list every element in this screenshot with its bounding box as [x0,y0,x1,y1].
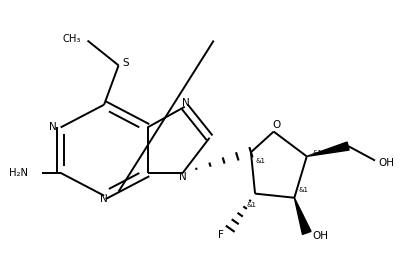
Polygon shape [294,198,311,234]
Text: &1: &1 [247,202,257,208]
Text: N: N [179,172,187,182]
Text: OH: OH [378,157,395,168]
Text: N: N [100,194,108,204]
Text: N: N [182,98,190,108]
Text: CH₃: CH₃ [63,33,81,44]
Text: F: F [218,230,224,240]
Text: N: N [49,122,57,132]
Text: &1: &1 [298,187,308,193]
Text: H₂N: H₂N [10,168,28,178]
Text: &1: &1 [312,150,322,156]
Text: S: S [122,58,129,68]
Polygon shape [307,142,349,156]
Text: OH: OH [312,231,328,241]
Text: O: O [273,120,281,130]
Text: &1: &1 [255,158,265,164]
